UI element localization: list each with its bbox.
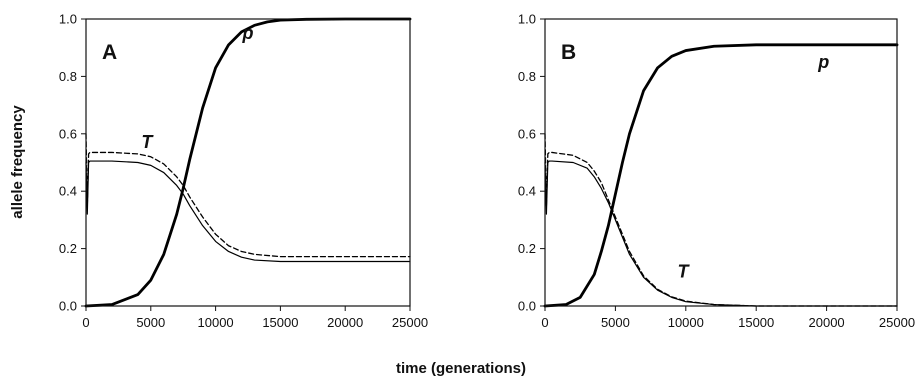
panel-a: 0 5000 10000 15000 20000 25000 0.0 0.2 0.4 0.6 0.8… — [59, 12, 428, 331]
x-tick-label: 25000 — [392, 315, 428, 330]
x-axis-title: time (generations) — [396, 360, 526, 377]
x-tick-label: 5000 — [601, 315, 630, 330]
y-tick-label: 0.6 — [59, 126, 77, 141]
series-t-line — [544, 160, 898, 307]
panel-letter: B — [561, 41, 576, 64]
x-tick-label: 5000 — [136, 315, 165, 330]
plot-frame — [544, 18, 898, 307]
x-tick-label: 15000 — [738, 315, 774, 330]
curve-label-p: p — [242, 23, 254, 43]
y-tick-label: 1.0 — [59, 12, 77, 27]
x-tick-label: 0 — [541, 315, 548, 330]
x-tick-label: 10000 — [668, 315, 704, 330]
series-dashed-line — [544, 133, 898, 307]
panel-b: 0 5000 10000 15000 20000 25000 0.0 0.2 0.4 0.6 0.8… — [518, 12, 915, 331]
series-p-line — [84, 17, 412, 308]
y-tick-label: 1.0 — [518, 12, 536, 27]
y-tick-label: 0.2 — [59, 241, 77, 256]
y-axis-title: allele frequency — [9, 105, 26, 219]
y-tick-label: 0.6 — [518, 126, 536, 141]
curve-label-t: T — [141, 132, 154, 152]
x-tick-label: 20000 — [327, 315, 363, 330]
x-tick-label: 25000 — [879, 315, 915, 330]
y-tick-label: 0.0 — [518, 299, 536, 314]
y-tick-label: 0.0 — [59, 299, 77, 314]
curve-label-p: p — [817, 52, 829, 72]
x-tick-label: 0 — [82, 315, 89, 330]
plot-frame — [85, 18, 411, 307]
y-tick-label: 0.4 — [59, 184, 77, 199]
y-tick-label: 0.8 — [518, 69, 536, 84]
series-t-line — [85, 160, 411, 263]
y-tick-label: 0.4 — [518, 184, 536, 199]
curve-label-t: T — [677, 261, 690, 281]
series-dashed-line — [85, 133, 411, 258]
panel-letter: A — [102, 41, 117, 64]
x-tick-label: 15000 — [262, 315, 298, 330]
x-tick-label: 10000 — [198, 315, 234, 330]
y-tick-label: 0.2 — [518, 241, 536, 256]
y-tick-label: 0.8 — [59, 69, 77, 84]
x-tick-label: 20000 — [809, 315, 845, 330]
series-p-line — [543, 43, 899, 308]
